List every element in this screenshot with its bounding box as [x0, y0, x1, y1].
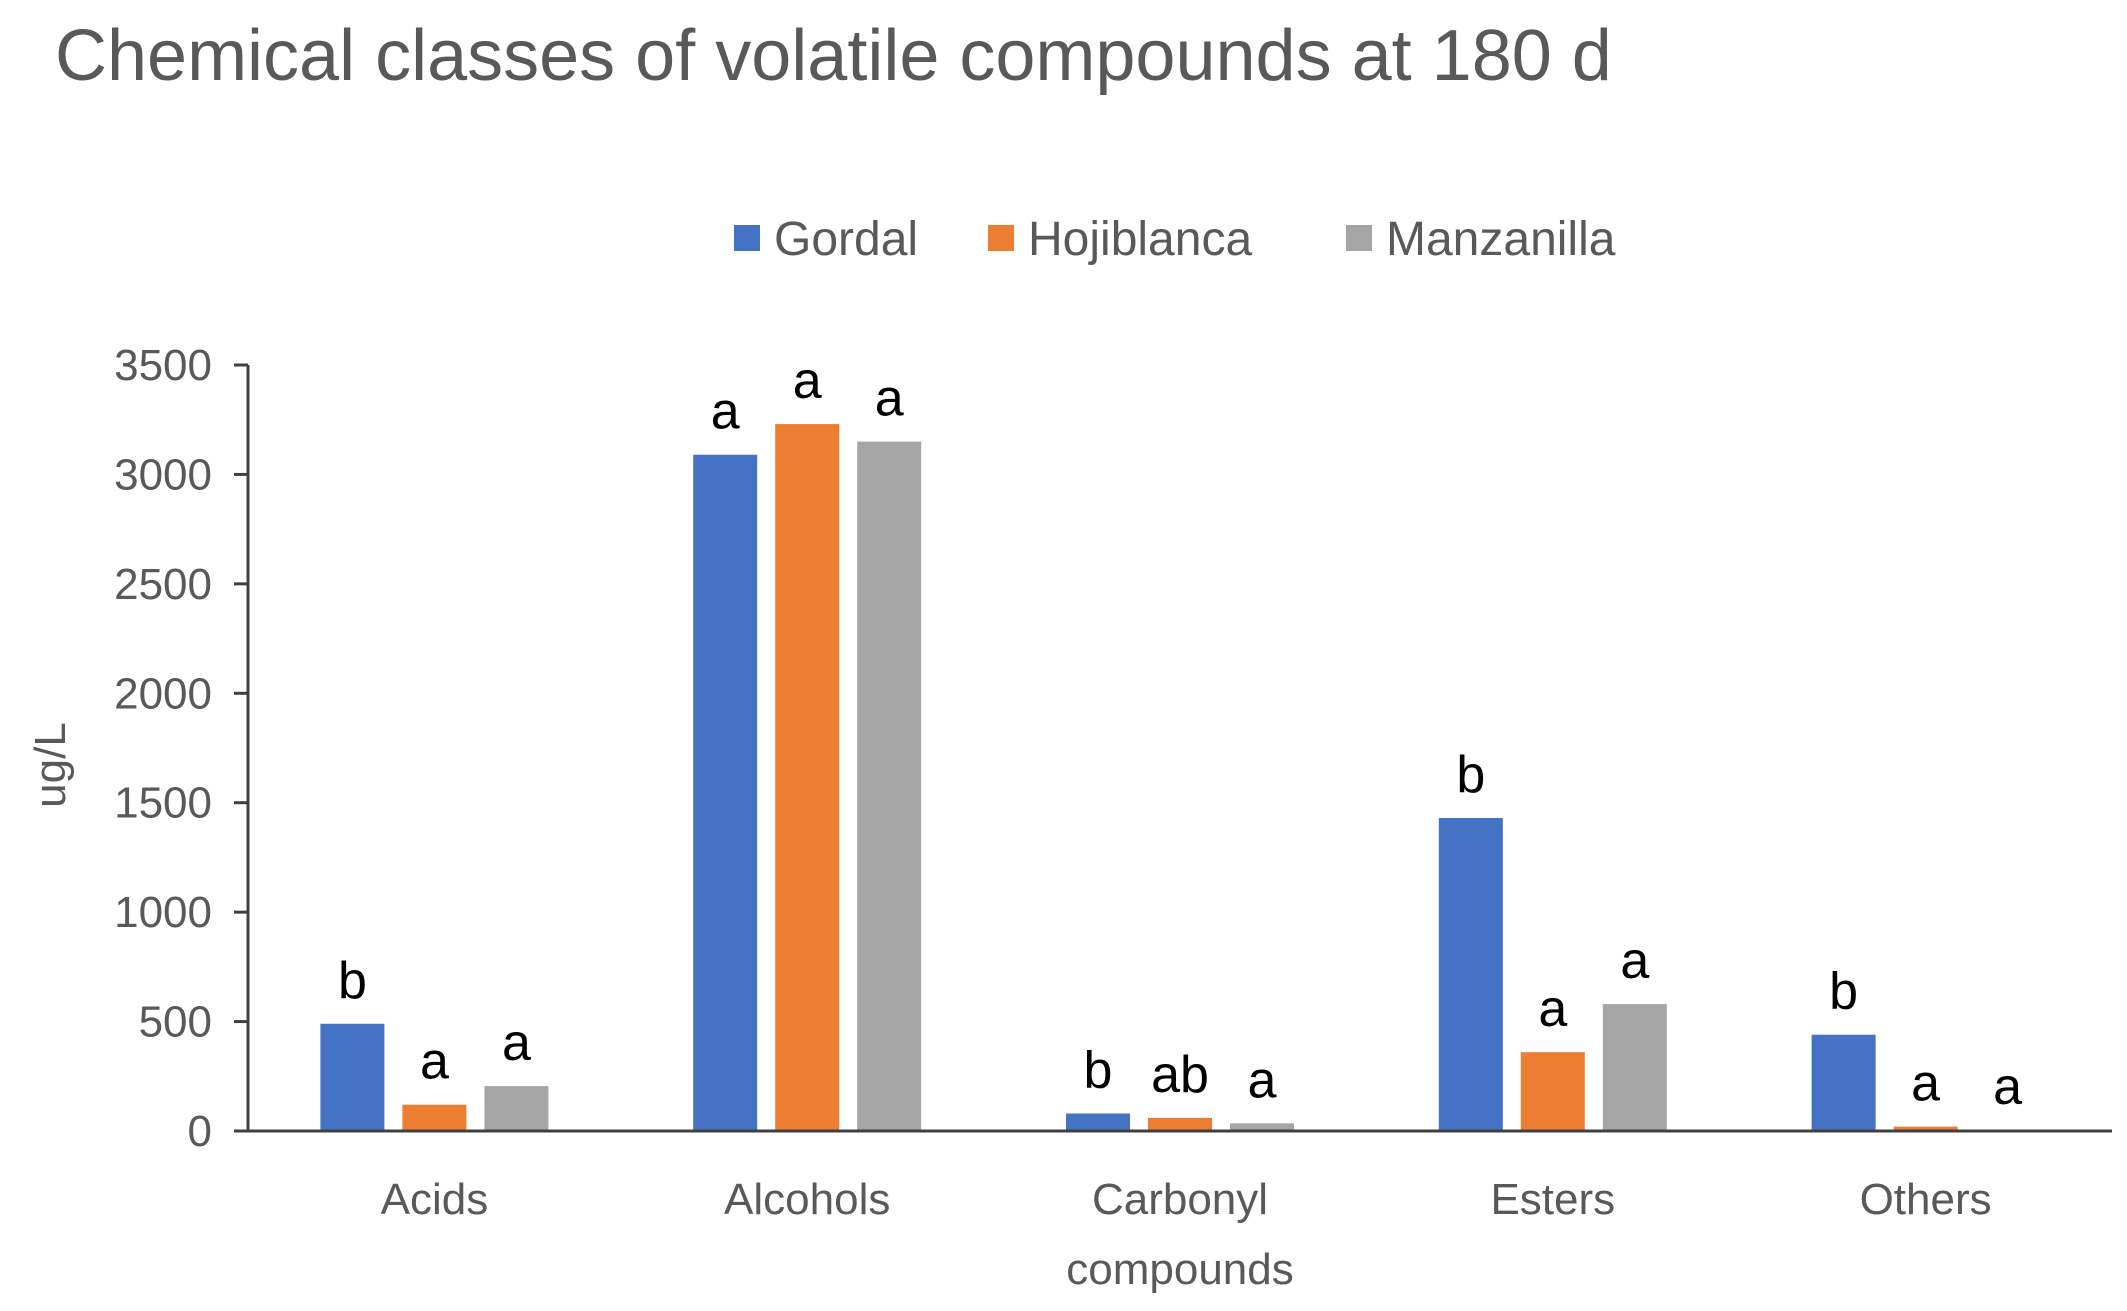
data-label: a — [1248, 1051, 1277, 1109]
x-axis-ticks: Acids Alcohols Carbonyl compounds Esters Othe… — [381, 1175, 1992, 1294]
bar-manzanilla — [1230, 1123, 1294, 1131]
data-label: a — [1620, 932, 1649, 990]
data-label: a — [420, 1033, 449, 1091]
data-label: a — [1911, 1055, 1940, 1113]
data-label: b — [1829, 963, 1858, 1021]
data-label: a — [875, 370, 904, 428]
bar-gordal — [693, 454, 758, 1131]
y-tick-label: 2500 — [114, 560, 212, 609]
data-label: a — [793, 352, 822, 410]
data-label: a — [1993, 1058, 2022, 1116]
y-tick-label: 2000 — [114, 669, 212, 718]
data-label: b — [1456, 746, 1485, 804]
data-label: a — [711, 383, 740, 441]
data-label: b — [338, 952, 367, 1010]
legend-swatch — [734, 225, 760, 251]
y-tick-label: 3500 — [114, 341, 212, 390]
legend-swatch — [1346, 225, 1372, 251]
y-tick-label: 1000 — [114, 888, 212, 937]
legend-label: Gordal — [774, 213, 918, 266]
legend-swatch — [988, 225, 1014, 251]
bar-hojiblanca — [775, 424, 840, 1131]
x-tick-label: Alcohols — [724, 1175, 890, 1224]
x-tick-label: Carbonyl — [1092, 1175, 1268, 1224]
data-label: b — [1084, 1041, 1113, 1099]
bar-manzanilla — [484, 1086, 549, 1131]
bar-gordal — [1066, 1113, 1130, 1131]
bar-manzanilla — [857, 441, 922, 1132]
chart-title: Chemical classes of volatile compounds a… — [55, 16, 1612, 96]
legend-item-gordal: Gordal — [734, 213, 918, 266]
bar-gordal — [1438, 818, 1503, 1131]
bar-hojiblanca — [402, 1104, 467, 1131]
x-tick-label: Others — [1860, 1175, 1992, 1224]
data-label: a — [1538, 980, 1567, 1038]
x-tick-label: Acids — [381, 1175, 489, 1224]
y-tick-label: 1500 — [114, 779, 212, 828]
legend: Gordal Hojiblanca Manzanilla — [734, 213, 1616, 266]
bar-hojiblanca — [1520, 1052, 1585, 1131]
bar-manzanilla — [1602, 1004, 1667, 1131]
legend-item-hojiblanca: Hojiblanca — [988, 213, 1252, 266]
bar-gordal — [1811, 1034, 1876, 1131]
x-tick-label: Esters — [1490, 1175, 1615, 1224]
y-tick-label: 3000 — [114, 450, 212, 499]
bars — [320, 424, 2040, 1132]
legend-label: Hojiblanca — [1028, 213, 1252, 266]
y-tick-label: 500 — [139, 998, 212, 1047]
y-axis-ticks: 0 500 1000 1500 2000 2500 3000 3500 — [114, 341, 248, 1156]
legend-label: Manzanilla — [1386, 213, 1616, 266]
legend-item-manzanilla: Manzanilla — [1346, 213, 1616, 266]
y-axis-title: ug/L — [26, 722, 75, 808]
data-label: a — [502, 1014, 531, 1072]
bar-hojiblanca — [1148, 1117, 1212, 1131]
data-label: ab — [1151, 1046, 1209, 1104]
bar-hojiblanca — [1893, 1126, 1958, 1131]
y-tick-label: 0 — [188, 1107, 212, 1156]
x-tick-label: compounds — [1066, 1245, 1293, 1294]
bar-gordal — [320, 1023, 385, 1131]
